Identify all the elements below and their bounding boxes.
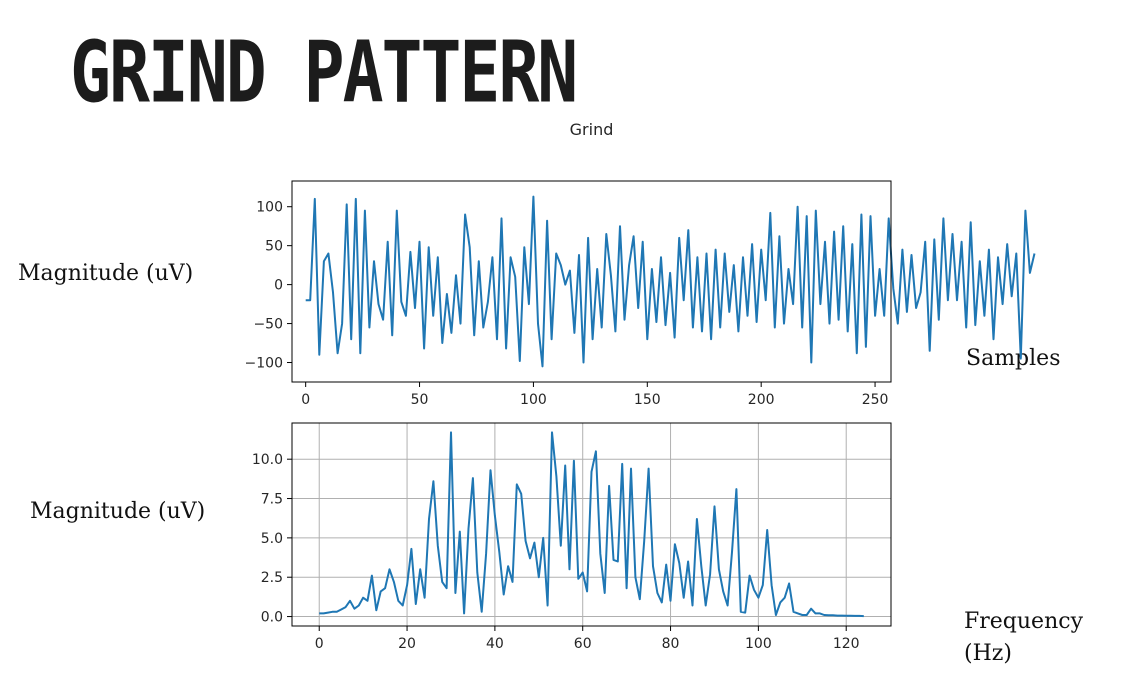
x-tick-label: 250 bbox=[862, 392, 889, 408]
y-tick-label: −50 bbox=[253, 317, 283, 333]
y-tick-label: 5.0 bbox=[261, 531, 283, 547]
y-tick-label: 50 bbox=[265, 239, 283, 255]
y-tick-label: 10.0 bbox=[252, 452, 283, 468]
x-tick-label: 150 bbox=[634, 392, 661, 408]
bottom-chart-x-label: Frequency (Hz) bbox=[964, 609, 1083, 666]
y-tick-label: −100 bbox=[245, 356, 283, 372]
y-tick-label: 100 bbox=[256, 200, 283, 216]
x-tick-label: 100 bbox=[520, 392, 547, 408]
slide-title: GRIND PATTERN bbox=[70, 24, 578, 123]
y-tick-label: 7.5 bbox=[261, 492, 283, 508]
x-tick-label: 200 bbox=[748, 392, 775, 408]
plot-frame bbox=[291, 422, 892, 627]
x-tick-label: 0 bbox=[315, 636, 324, 652]
x-tick-label: 60 bbox=[574, 636, 592, 652]
top-chart-y-label: Magnitude (uV) bbox=[18, 261, 194, 286]
y-tick-label: 0 bbox=[274, 278, 283, 294]
series-line bbox=[319, 431, 864, 618]
x-tick-label: 20 bbox=[398, 636, 416, 652]
x-tick-label: 40 bbox=[486, 636, 504, 652]
plot-frame bbox=[291, 180, 892, 383]
x-tick-label: 100 bbox=[745, 636, 772, 652]
x-tick-label: 80 bbox=[662, 636, 680, 652]
y-tick-label: 2.5 bbox=[261, 570, 283, 586]
frequency-spectrum-chart: 0 20 40 60 80 100 120 0.0 2.5 5.0 7.5 10.0 bbox=[252, 422, 892, 652]
x-tick-label: 50 bbox=[411, 392, 429, 408]
x-tick-label: 0 bbox=[301, 392, 310, 408]
top-chart-x-label: Samples bbox=[966, 346, 1061, 371]
time-domain-chart: 0 50 100 150 200 250 −100 −50 0 50 100 Grind bbox=[245, 120, 1036, 408]
chart-title: Grind bbox=[570, 120, 614, 139]
y-tick-label: 0.0 bbox=[261, 610, 283, 626]
x-tick-label: 120 bbox=[833, 636, 860, 652]
series-line bbox=[305, 195, 1036, 368]
bottom-chart-y-label: Magnitude (uV) bbox=[30, 499, 206, 524]
